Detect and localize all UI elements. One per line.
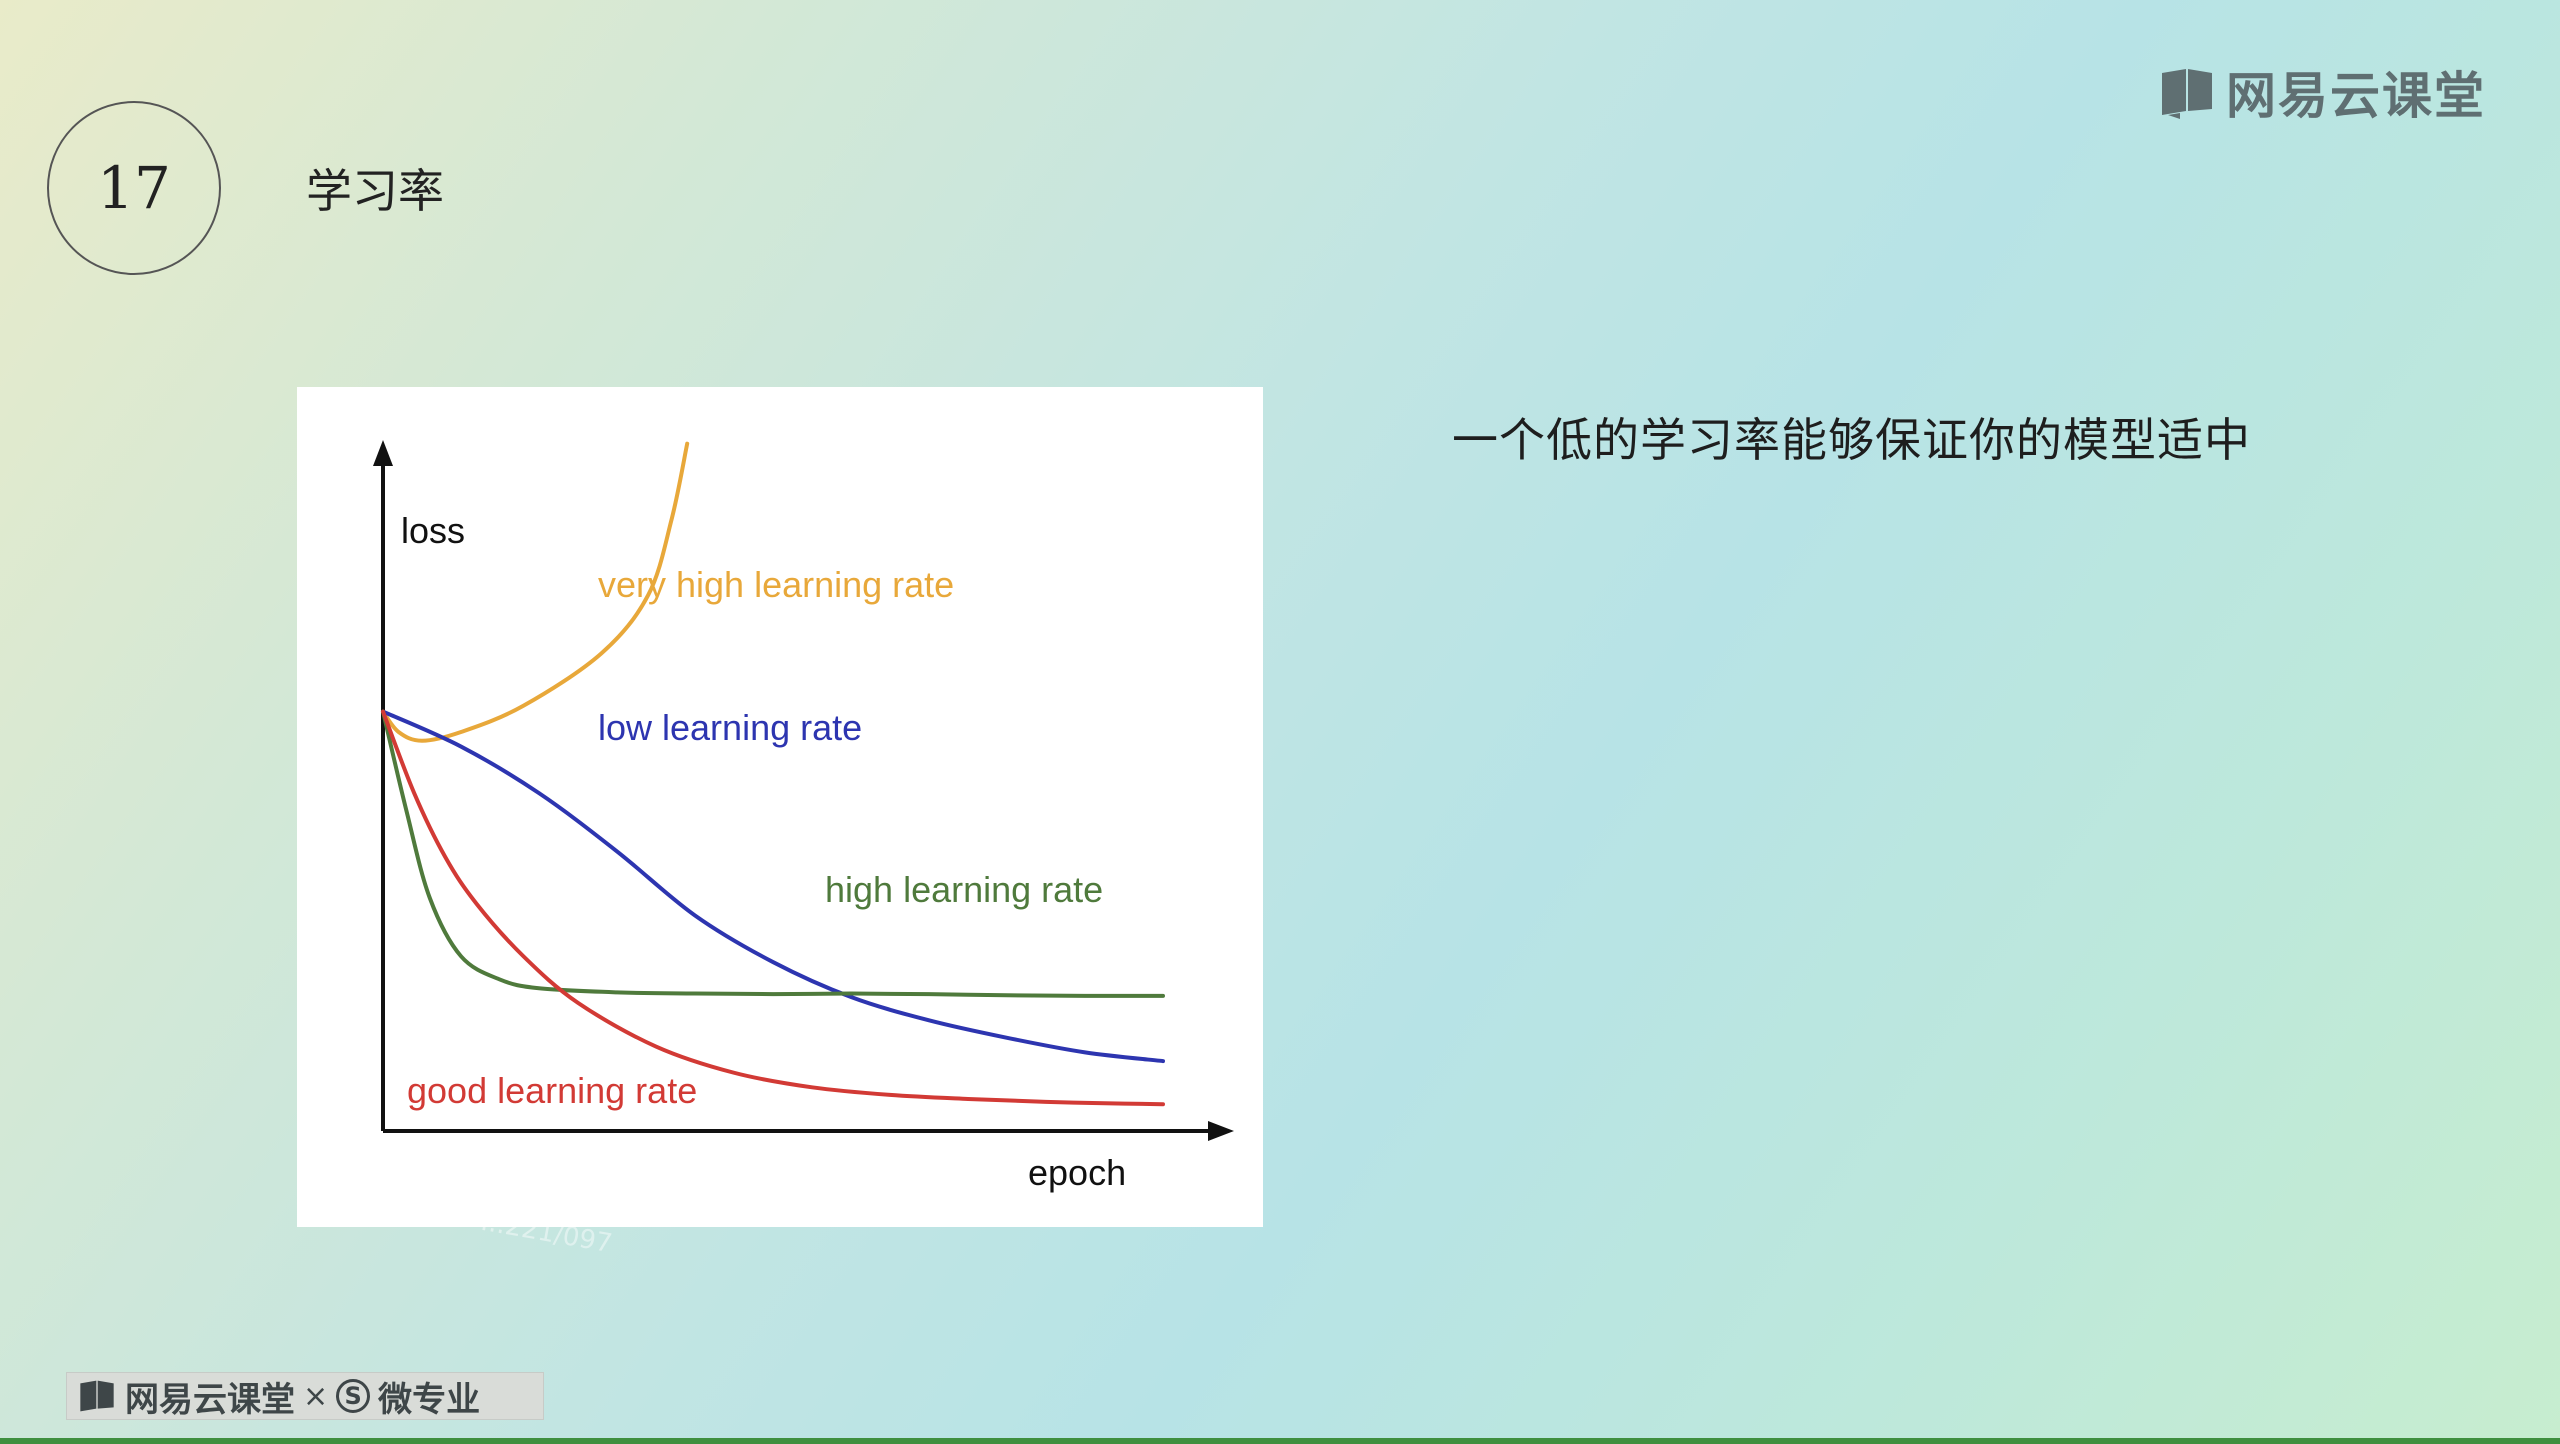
- body-text: 一个低的学习率能够保证你的模型适中: [1452, 413, 2251, 467]
- series-line-high: [381, 709, 1165, 998]
- series-line-good: [381, 709, 1165, 1107]
- brand-logo: 网易云课堂: [2158, 56, 2486, 128]
- slide-number: 17: [97, 154, 171, 222]
- brand-bar: 网易云课堂 × S 微专业: [66, 1372, 544, 1420]
- book-icon: [80, 1380, 114, 1412]
- chart-panel: loss epoch very high learning rate low lear…: [297, 387, 1263, 1227]
- series-label-very-high: very high learning rate: [598, 564, 954, 605]
- brand-bar-separator: ×: [303, 1378, 329, 1414]
- bottom-line: [0, 1438, 2560, 1444]
- series-label-good: good learning rate: [407, 1070, 697, 1111]
- book-icon: [2162, 69, 2212, 119]
- s-badge-icon: S: [336, 1379, 371, 1413]
- series-line-low: [381, 709, 1165, 1064]
- brand-bar-right-text: 微专业: [378, 1379, 481, 1420]
- x-axis-arrow: [1208, 1121, 1234, 1141]
- slide-title: 学习率: [306, 164, 444, 218]
- learning-rate-chart: loss epoch very high learning rate low lear…: [373, 440, 1234, 1193]
- y-axis-arrow: [373, 440, 393, 466]
- series-line-very-high: [381, 441, 690, 743]
- logo-text: 网易云课堂: [2226, 67, 2486, 125]
- brand-bar-left-text: 网易云课堂: [125, 1379, 295, 1420]
- series-label-high: high learning rate: [825, 869, 1103, 910]
- series-label-low: low learning rate: [598, 707, 862, 748]
- y-axis-label: loss: [401, 510, 465, 551]
- slide-number-badge: 17: [47, 101, 221, 275]
- x-axis-label: epoch: [1028, 1152, 1126, 1193]
